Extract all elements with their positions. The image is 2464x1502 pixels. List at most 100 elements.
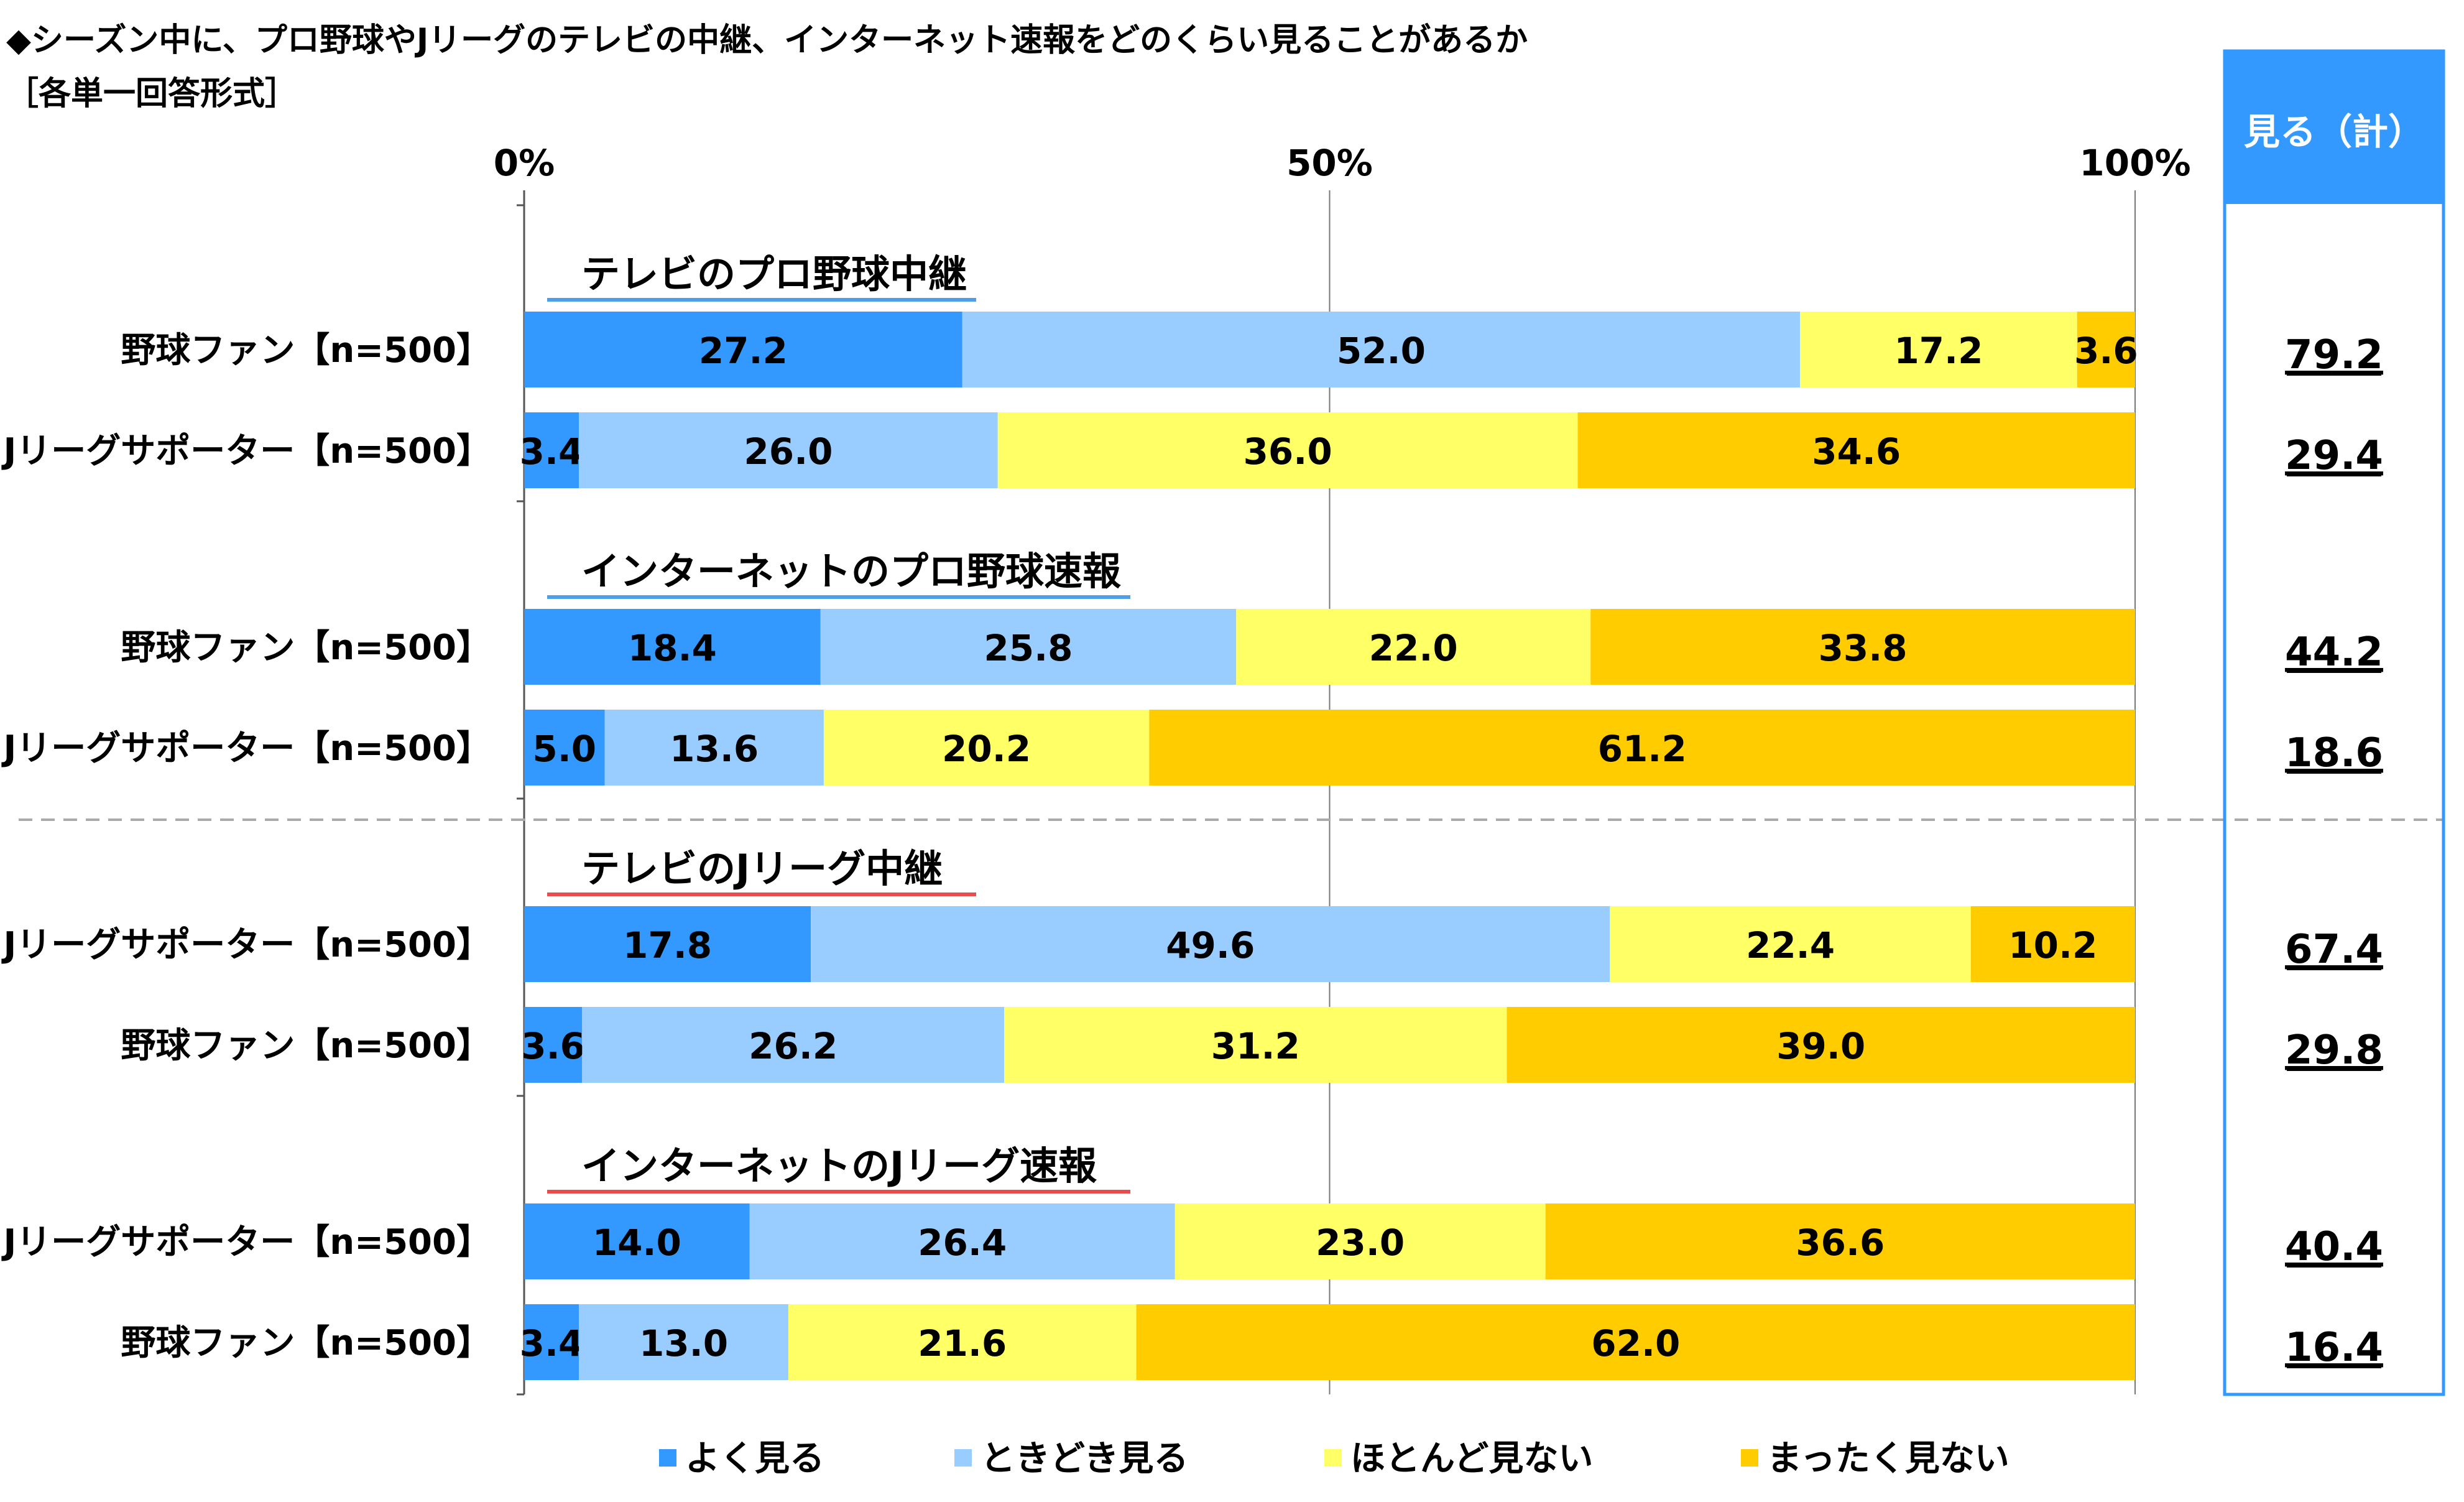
legend-item: まったく見ない bbox=[1741, 1439, 2009, 1479]
total-value: 16.4 bbox=[2285, 1325, 2383, 1371]
bar-segment bbox=[1004, 1007, 1507, 1083]
bar-segment bbox=[811, 906, 1610, 982]
data-label: 25.8 bbox=[984, 627, 1073, 669]
row-label: 野球ファン【n=500】 bbox=[121, 1026, 491, 1066]
legend-swatch bbox=[1324, 1449, 1342, 1467]
total-panel-header bbox=[2225, 51, 2443, 204]
legend-label: よく見る bbox=[685, 1439, 824, 1479]
legend: よく見る ときどき見る ほとんど見ない まったく見ない bbox=[659, 1439, 2009, 1479]
total-value: 44.2 bbox=[2285, 629, 2383, 675]
total-value: 40.4 bbox=[2285, 1224, 2383, 1270]
bar-segment bbox=[1149, 710, 2135, 786]
total-panel-border bbox=[2223, 49, 2445, 1396]
data-label: 13.6 bbox=[670, 728, 759, 770]
data-label: 62.0 bbox=[1591, 1322, 1680, 1365]
legend-swatch bbox=[659, 1449, 676, 1467]
data-label: 10.2 bbox=[2008, 924, 2097, 967]
row-label: 野球ファン【n=500】 bbox=[121, 1323, 491, 1363]
bar-segment bbox=[788, 1304, 1137, 1380]
group-title: テレビのプロ野球中継 bbox=[581, 251, 967, 297]
bar-group: インターネットのJリーグ速報 Jリーグサポーター【n=500】 14.0 26.4 23… bbox=[1, 1143, 2383, 1380]
group-title: インターネットのJリーグ速報 bbox=[581, 1143, 1097, 1189]
bar-segment bbox=[1610, 906, 1971, 982]
data-label: 21.6 bbox=[918, 1322, 1007, 1365]
bar-segment bbox=[582, 1007, 1005, 1083]
bar-segment bbox=[524, 412, 579, 488]
bar-segment bbox=[604, 710, 824, 786]
data-label: 22.4 bbox=[1746, 924, 1835, 967]
total-value: 18.6 bbox=[2285, 730, 2383, 776]
bar-segment bbox=[1545, 1203, 2135, 1279]
total-value: 79.2 bbox=[2285, 332, 2383, 378]
data-label: 20.2 bbox=[942, 728, 1031, 770]
total-panel: 見る（計） bbox=[2223, 49, 2445, 1396]
bar-segment bbox=[823, 710, 1150, 786]
bar-segment bbox=[1800, 312, 2077, 387]
legend-label: ほとんど見ない bbox=[1350, 1439, 1593, 1479]
bar-segment bbox=[579, 412, 998, 488]
data-label: 52.0 bbox=[1337, 330, 1426, 372]
x-axis: 0% 50% 100% bbox=[19, 142, 2443, 1396]
total-panel-title: 見る（計） bbox=[2244, 111, 2424, 153]
data-label: 17.8 bbox=[623, 924, 712, 967]
row-label: 野球ファン【n=500】 bbox=[121, 628, 491, 668]
bar-segment bbox=[820, 609, 1237, 685]
total-value: 67.4 bbox=[2285, 927, 2383, 973]
bar-segment bbox=[1970, 906, 2135, 982]
data-label: 3.4 bbox=[520, 430, 584, 473]
legend-item: ほとんど見ない bbox=[1324, 1439, 1593, 1479]
data-label: 33.8 bbox=[1819, 627, 1908, 669]
data-label: 3.6 bbox=[521, 1025, 585, 1067]
bar-segment bbox=[962, 312, 1801, 387]
bar-segment bbox=[524, 312, 962, 387]
bar-segment bbox=[997, 412, 1578, 488]
row-label: Jリーグサポーター【n=500】 bbox=[1, 431, 491, 471]
legend-label: ときどき見る bbox=[981, 1439, 1188, 1479]
bar-segment bbox=[1174, 1203, 1546, 1279]
bar-segment bbox=[579, 1304, 788, 1380]
data-label: 27.2 bbox=[699, 330, 788, 372]
group-title: インターネットのプロ野球速報 bbox=[581, 549, 1121, 594]
data-label: 36.6 bbox=[1796, 1222, 1885, 1264]
legend-swatch bbox=[954, 1449, 972, 1467]
data-label: 17.2 bbox=[1894, 330, 1983, 372]
legend-label: まったく見ない bbox=[1767, 1439, 2009, 1479]
chart-title: ◆シーズン中に、プロ野球やJリーグのテレビの中継、インターネット速報をどのくらい… bbox=[6, 22, 1528, 59]
bar-segment bbox=[524, 906, 811, 982]
legend-swatch bbox=[1741, 1449, 1758, 1467]
data-label: 26.2 bbox=[749, 1025, 837, 1067]
total-value: 29.8 bbox=[2285, 1027, 2383, 1073]
data-label: 3.6 bbox=[2074, 330, 2138, 372]
bar-segment bbox=[1590, 609, 2135, 685]
bar-segment bbox=[1136, 1304, 2135, 1380]
bar-segment bbox=[524, 1304, 579, 1380]
bar-segment bbox=[524, 1203, 750, 1279]
bar-segment bbox=[1507, 1007, 2135, 1083]
bar-segment bbox=[2077, 312, 2135, 387]
x-tick-label: 100% bbox=[2079, 142, 2190, 184]
legend-item: ときどき見る bbox=[954, 1439, 1188, 1479]
data-label: 39.0 bbox=[1776, 1025, 1865, 1067]
bar-segment bbox=[1577, 412, 2135, 488]
data-label: 34.6 bbox=[1812, 430, 1901, 473]
data-label: 49.6 bbox=[1166, 924, 1255, 967]
group-title: テレビのJリーグ中継 bbox=[581, 846, 943, 891]
bar-segment bbox=[1236, 609, 1591, 685]
data-label: 14.0 bbox=[593, 1222, 681, 1264]
legend-item: よく見る bbox=[659, 1439, 824, 1479]
data-label: 26.4 bbox=[918, 1222, 1007, 1264]
data-label: 26.0 bbox=[744, 430, 833, 473]
data-label: 3.4 bbox=[520, 1322, 584, 1365]
row-label: Jリーグサポーター【n=500】 bbox=[1, 728, 491, 769]
data-label: 22.0 bbox=[1369, 627, 1458, 669]
data-label: 36.0 bbox=[1244, 430, 1332, 473]
data-label: 5.0 bbox=[532, 728, 596, 770]
x-tick-label: 50% bbox=[1286, 142, 1373, 184]
bar-segment bbox=[524, 710, 605, 786]
chart-subtitle: ［各単一回答形式］ bbox=[6, 75, 297, 113]
data-label: 18.4 bbox=[628, 627, 717, 669]
row-label: Jリーグサポーター【n=500】 bbox=[1, 925, 491, 965]
